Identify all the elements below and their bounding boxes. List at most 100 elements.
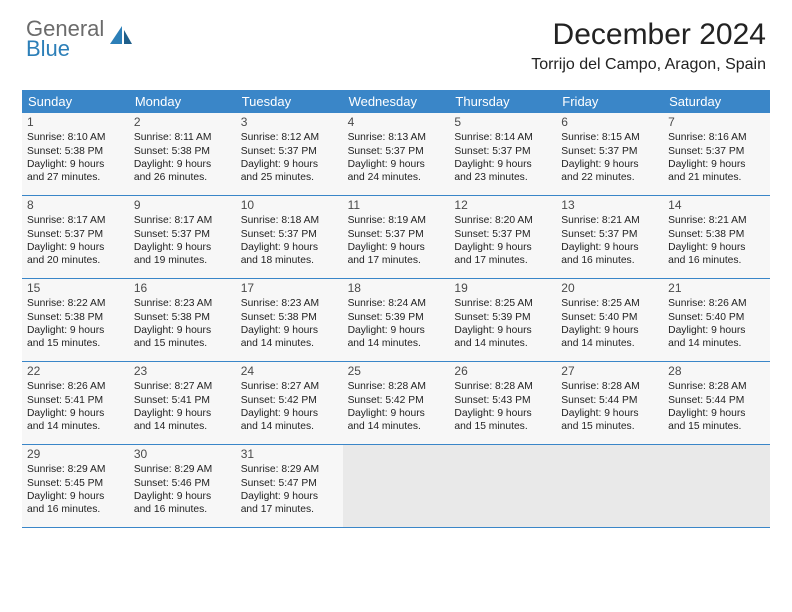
sunrise-line: Sunrise: 8:25 AM — [561, 297, 658, 310]
day-number: 2 — [134, 115, 231, 130]
weekday-header: Thursday — [449, 90, 556, 113]
sunrise-line: Sunrise: 8:17 AM — [27, 214, 124, 227]
calendar-day-cell: 1Sunrise: 8:10 AMSunset: 5:38 PMDaylight… — [22, 113, 129, 195]
calendar-day-cell: 20Sunrise: 8:25 AMSunset: 5:40 PMDayligh… — [556, 279, 663, 361]
day-number: 13 — [561, 198, 658, 213]
calendar-day-cell: 18Sunrise: 8:24 AMSunset: 5:39 PMDayligh… — [343, 279, 450, 361]
calendar-day-cell: 12Sunrise: 8:20 AMSunset: 5:37 PMDayligh… — [449, 196, 556, 278]
daylight-line: Daylight: 9 hours and 17 minutes. — [454, 241, 551, 267]
calendar-day-cell: 23Sunrise: 8:27 AMSunset: 5:41 PMDayligh… — [129, 362, 236, 444]
sunrise-line: Sunrise: 8:22 AM — [27, 297, 124, 310]
daylight-line: Daylight: 9 hours and 14 minutes. — [241, 407, 338, 433]
calendar-day-cell: 8Sunrise: 8:17 AMSunset: 5:37 PMDaylight… — [22, 196, 129, 278]
sunset-line: Sunset: 5:37 PM — [241, 228, 338, 241]
day-number: 25 — [348, 364, 445, 379]
day-number: 21 — [668, 281, 765, 296]
daylight-line: Daylight: 9 hours and 14 minutes. — [241, 324, 338, 350]
sunset-line: Sunset: 5:39 PM — [454, 311, 551, 324]
calendar-day-cell: 3Sunrise: 8:12 AMSunset: 5:37 PMDaylight… — [236, 113, 343, 195]
daylight-line: Daylight: 9 hours and 15 minutes. — [668, 407, 765, 433]
daylight-line: Daylight: 9 hours and 17 minutes. — [348, 241, 445, 267]
sunset-line: Sunset: 5:40 PM — [668, 311, 765, 324]
sunset-line: Sunset: 5:38 PM — [134, 311, 231, 324]
calendar-day-cell: 6Sunrise: 8:15 AMSunset: 5:37 PMDaylight… — [556, 113, 663, 195]
sunset-line: Sunset: 5:38 PM — [27, 145, 124, 158]
calendar-day-cell: 14Sunrise: 8:21 AMSunset: 5:38 PMDayligh… — [663, 196, 770, 278]
day-number: 8 — [27, 198, 124, 213]
sunrise-line: Sunrise: 8:21 AM — [668, 214, 765, 227]
daylight-line: Daylight: 9 hours and 18 minutes. — [241, 241, 338, 267]
daylight-line: Daylight: 9 hours and 25 minutes. — [241, 158, 338, 184]
calendar-week-row: 29Sunrise: 8:29 AMSunset: 5:45 PMDayligh… — [22, 445, 770, 528]
sunrise-line: Sunrise: 8:28 AM — [668, 380, 765, 393]
daylight-line: Daylight: 9 hours and 15 minutes. — [134, 324, 231, 350]
weekday-header: Monday — [129, 90, 236, 113]
sunset-line: Sunset: 5:40 PM — [561, 311, 658, 324]
calendar-day-cell: 24Sunrise: 8:27 AMSunset: 5:42 PMDayligh… — [236, 362, 343, 444]
sunrise-line: Sunrise: 8:11 AM — [134, 131, 231, 144]
daylight-line: Daylight: 9 hours and 15 minutes. — [454, 407, 551, 433]
daylight-line: Daylight: 9 hours and 20 minutes. — [27, 241, 124, 267]
sunrise-line: Sunrise: 8:29 AM — [134, 463, 231, 476]
sunrise-line: Sunrise: 8:14 AM — [454, 131, 551, 144]
daylight-line: Daylight: 9 hours and 14 minutes. — [348, 324, 445, 350]
sunset-line: Sunset: 5:38 PM — [241, 311, 338, 324]
sunrise-line: Sunrise: 8:26 AM — [27, 380, 124, 393]
calendar-week-row: 8Sunrise: 8:17 AMSunset: 5:37 PMDaylight… — [22, 196, 770, 279]
weekday-header: Friday — [556, 90, 663, 113]
sunrise-line: Sunrise: 8:27 AM — [241, 380, 338, 393]
logo-sail-icon — [108, 24, 134, 51]
logo: General Blue — [26, 18, 134, 60]
sunrise-line: Sunrise: 8:20 AM — [454, 214, 551, 227]
day-number: 10 — [241, 198, 338, 213]
title-block: December 2024 Torrijo del Campo, Aragon,… — [531, 18, 766, 74]
calendar-day-cell: 9Sunrise: 8:17 AMSunset: 5:37 PMDaylight… — [129, 196, 236, 278]
day-number: 23 — [134, 364, 231, 379]
calendar-day-cell: 13Sunrise: 8:21 AMSunset: 5:37 PMDayligh… — [556, 196, 663, 278]
sunset-line: Sunset: 5:37 PM — [561, 145, 658, 158]
calendar-week-row: 15Sunrise: 8:22 AMSunset: 5:38 PMDayligh… — [22, 279, 770, 362]
day-number: 4 — [348, 115, 445, 130]
day-number: 5 — [454, 115, 551, 130]
calendar-day-cell: 26Sunrise: 8:28 AMSunset: 5:43 PMDayligh… — [449, 362, 556, 444]
weekday-header: Tuesday — [236, 90, 343, 113]
calendar-day-cell: 15Sunrise: 8:22 AMSunset: 5:38 PMDayligh… — [22, 279, 129, 361]
sunrise-line: Sunrise: 8:15 AM — [561, 131, 658, 144]
day-number: 18 — [348, 281, 445, 296]
sunrise-line: Sunrise: 8:10 AM — [27, 131, 124, 144]
daylight-line: Daylight: 9 hours and 14 minutes. — [668, 324, 765, 350]
sunset-line: Sunset: 5:43 PM — [454, 394, 551, 407]
weekday-header: Sunday — [22, 90, 129, 113]
calendar-day-cell: 25Sunrise: 8:28 AMSunset: 5:42 PMDayligh… — [343, 362, 450, 444]
daylight-line: Daylight: 9 hours and 26 minutes. — [134, 158, 231, 184]
sunrise-line: Sunrise: 8:13 AM — [348, 131, 445, 144]
day-number: 3 — [241, 115, 338, 130]
calendar-day-cell: 4Sunrise: 8:13 AMSunset: 5:37 PMDaylight… — [343, 113, 450, 195]
calendar-week-row: 22Sunrise: 8:26 AMSunset: 5:41 PMDayligh… — [22, 362, 770, 445]
calendar-week-row: 1Sunrise: 8:10 AMSunset: 5:38 PMDaylight… — [22, 113, 770, 196]
sunset-line: Sunset: 5:37 PM — [134, 228, 231, 241]
sunset-line: Sunset: 5:37 PM — [348, 145, 445, 158]
calendar-day-cell: 5Sunrise: 8:14 AMSunset: 5:37 PMDaylight… — [449, 113, 556, 195]
sunset-line: Sunset: 5:37 PM — [241, 145, 338, 158]
day-number: 28 — [668, 364, 765, 379]
daylight-line: Daylight: 9 hours and 23 minutes. — [454, 158, 551, 184]
calendar-day-cell: 28Sunrise: 8:28 AMSunset: 5:44 PMDayligh… — [663, 362, 770, 444]
day-number: 24 — [241, 364, 338, 379]
daylight-line: Daylight: 9 hours and 14 minutes. — [348, 407, 445, 433]
calendar-body: 1Sunrise: 8:10 AMSunset: 5:38 PMDaylight… — [22, 113, 770, 528]
calendar-day-cell: 2Sunrise: 8:11 AMSunset: 5:38 PMDaylight… — [129, 113, 236, 195]
day-number: 20 — [561, 281, 658, 296]
sunset-line: Sunset: 5:37 PM — [668, 145, 765, 158]
sunrise-line: Sunrise: 8:29 AM — [241, 463, 338, 476]
daylight-line: Daylight: 9 hours and 14 minutes. — [134, 407, 231, 433]
calendar-day-cell: 30Sunrise: 8:29 AMSunset: 5:46 PMDayligh… — [129, 445, 236, 527]
calendar-day-cell: 17Sunrise: 8:23 AMSunset: 5:38 PMDayligh… — [236, 279, 343, 361]
sunrise-line: Sunrise: 8:25 AM — [454, 297, 551, 310]
sunset-line: Sunset: 5:42 PM — [348, 394, 445, 407]
sunrise-line: Sunrise: 8:23 AM — [241, 297, 338, 310]
sunset-line: Sunset: 5:38 PM — [668, 228, 765, 241]
calendar: Sunday Monday Tuesday Wednesday Thursday… — [22, 90, 770, 528]
calendar-day-cell — [343, 445, 450, 527]
calendar-day-cell: 19Sunrise: 8:25 AMSunset: 5:39 PMDayligh… — [449, 279, 556, 361]
